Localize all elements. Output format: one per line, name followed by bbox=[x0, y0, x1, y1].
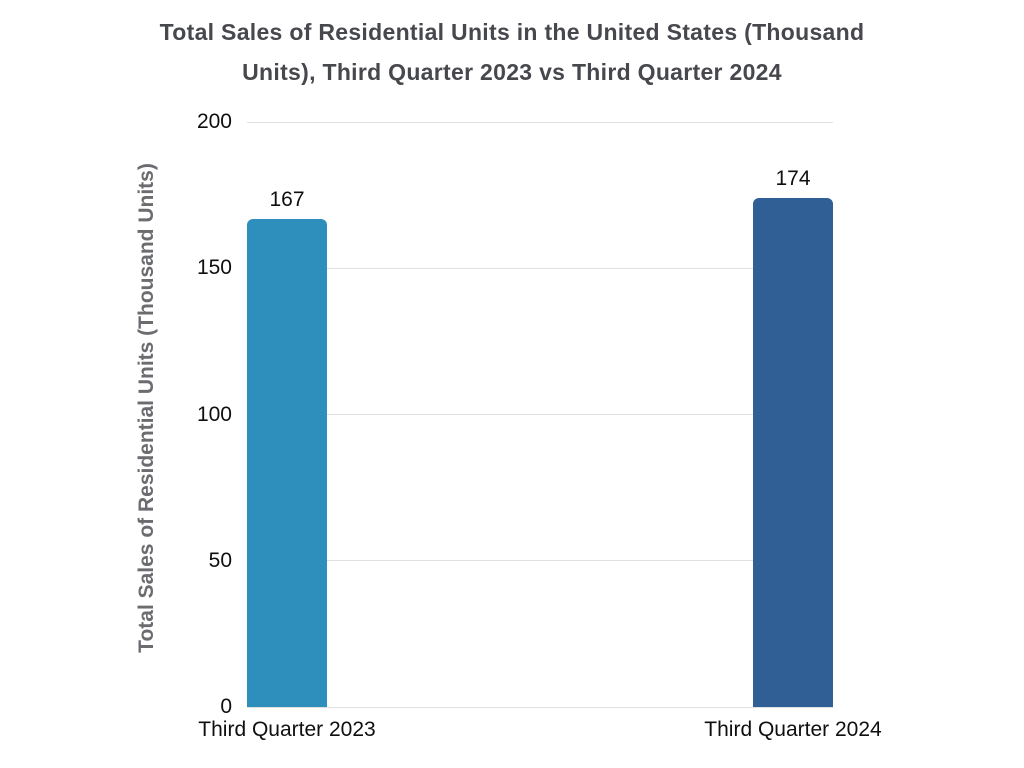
gridline-y-0 bbox=[247, 706, 833, 708]
gridline-y-100 bbox=[247, 414, 833, 415]
chart-title-line-2: Units), Third Quarter 2023 vs Third Quar… bbox=[242, 59, 782, 85]
bar-value-label-third-quarter-2023: 167 bbox=[269, 187, 305, 211]
gridline-y-200 bbox=[247, 121, 833, 123]
y-tick-label-50: 50 bbox=[208, 548, 232, 572]
y-tick-label-100: 100 bbox=[196, 402, 232, 426]
gridline-y-50 bbox=[247, 560, 833, 562]
y-tick-label-0: 0 bbox=[220, 695, 232, 718]
bar-value-label-third-quarter-2024: 174 bbox=[775, 167, 811, 191]
bar-third-quarter-2024 bbox=[753, 198, 833, 707]
y-tick-label-200: 200 bbox=[196, 110, 232, 133]
x-category-label-third-quarter-2024: Third Quarter 2024 bbox=[704, 718, 882, 741]
gridline-y-150 bbox=[247, 267, 833, 269]
chart-title-line-1: Total Sales of Residential Units in the … bbox=[159, 19, 865, 45]
x-category-label-third-quarter-2023: Third Quarter 2023 bbox=[198, 718, 376, 741]
bar-third-quarter-2023 bbox=[247, 218, 327, 707]
chart-title: Total Sales of Residential Units in the … bbox=[0, 12, 1024, 92]
y-tick-label-150: 150 bbox=[196, 256, 232, 280]
